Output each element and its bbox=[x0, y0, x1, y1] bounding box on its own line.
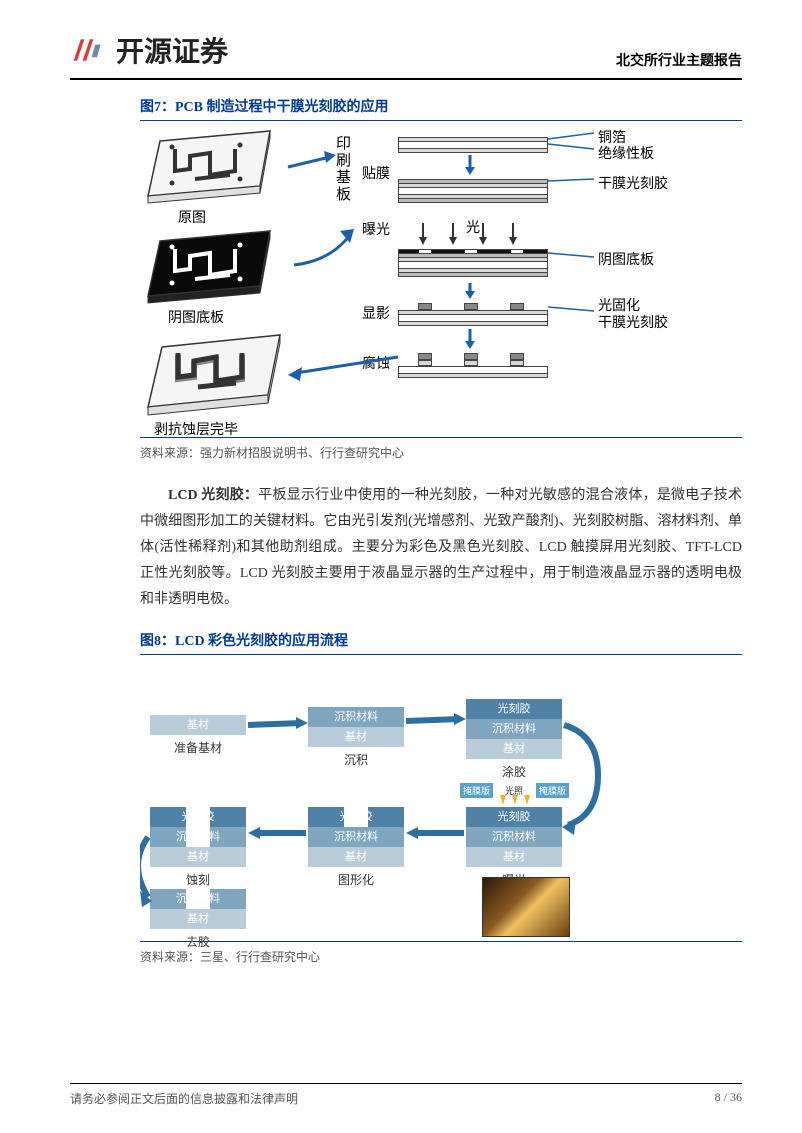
fig8-light-arrow-2 bbox=[512, 795, 518, 805]
fig7-lbl-negative: 阴图底板 bbox=[168, 307, 224, 327]
fig7-finished-board bbox=[140, 335, 290, 422]
fig8-light-arrow-1 bbox=[500, 795, 506, 805]
fig8-node-pattern: 光刻胶 沉积材料 基材 图形化 bbox=[308, 807, 404, 888]
fig8-mini-mask2: 掩膜版 bbox=[536, 783, 569, 798]
fig7-lbl-original: 原图 bbox=[178, 207, 206, 227]
fig7-stack-film2 bbox=[398, 179, 548, 202]
fig8-light-arrow-3 bbox=[524, 795, 530, 805]
footer-page: 8 / 36 bbox=[715, 1090, 742, 1107]
company-name: 开源证券 bbox=[116, 30, 228, 70]
fig7-lbl-finished: 剥抗蚀层完毕 bbox=[154, 419, 238, 439]
fig8-node-deposit: 沉积材料 基材 沉积 bbox=[308, 707, 404, 768]
fig7-negative-board bbox=[140, 231, 280, 308]
company-logo-icon bbox=[70, 32, 106, 68]
fig7-down-3 bbox=[460, 329, 480, 351]
fig7-stack-etch bbox=[398, 353, 548, 377]
fig7-down-1 bbox=[460, 155, 480, 177]
fig7-lbl-light: 光 bbox=[466, 217, 480, 237]
figure-7-title: 图7：PCB 制造过程中干膜光刻胶的应用 bbox=[140, 92, 742, 121]
fig7-return-arrow bbox=[280, 341, 410, 401]
paragraph-lead: LCD 光刻胶： bbox=[168, 488, 258, 503]
figure-8: 基材 准备基材 沉积材料 基材 沉积 光刻胶 沉积材料 基材 涂胶 光刻胶 沉积… bbox=[140, 665, 742, 935]
footer-disclaimer: 请务必参阅正文后面的信息披露和法律声明 bbox=[70, 1090, 298, 1107]
fig7-lbl-cured: 光固化 干膜光刻胶 bbox=[598, 299, 668, 333]
logo-block: 开源证券 bbox=[70, 30, 228, 70]
page-footer: 请务必参阅正文后面的信息披露和法律声明 8 / 36 bbox=[70, 1083, 742, 1107]
fig8-node-coat: 光刻胶 沉积材料 基材 涂胶 bbox=[466, 699, 562, 780]
fig7-lbl-dryfilm: 干膜光刻胶 bbox=[598, 173, 668, 193]
figure-7: 原图 阴图底板 bbox=[140, 131, 742, 431]
paragraph-body: 平板显示行业中使用的一种光刻胶，一种对光敏感的混合液体，是微电子技术中微细图形加… bbox=[140, 488, 742, 607]
fig7-original-board bbox=[140, 131, 280, 208]
fig8-node-prep: 基材 准备基材 bbox=[150, 715, 246, 756]
fig8-mini-mask1: 掩膜版 bbox=[460, 783, 493, 798]
fig7-lbl-negplate: 阴图底板 bbox=[598, 249, 654, 269]
fig7-lbl-insulator: 绝缘性板 bbox=[598, 143, 654, 163]
fig7-stack-dev bbox=[398, 303, 548, 325]
fig7-stack-film bbox=[398, 137, 548, 152]
paragraph-lcd: LCD 光刻胶：平板显示行业中使用的一种光刻胶，一种对光敏感的混合液体，是微电子… bbox=[140, 483, 742, 612]
figure-8-title: 图8：LCD 彩色光刻胶的应用流程 bbox=[140, 626, 742, 655]
fig8-photo bbox=[482, 877, 570, 937]
fig8-node-etch: 光刻胶 沉积材料 基材 蚀刻 bbox=[150, 807, 246, 888]
fig7-stack-expose bbox=[398, 249, 548, 276]
page-header: 开源证券 北交所行业主题报告 bbox=[70, 30, 742, 80]
fig8-node-strip: 沉积材料 基材 去胶 bbox=[150, 889, 246, 950]
figure-7-source: 资料来源：强力新材招股说明书、行行查研究中心 bbox=[140, 437, 742, 461]
fig7-down-2 bbox=[460, 283, 480, 301]
report-type: 北交所行业主题报告 bbox=[616, 50, 742, 70]
fig8-node-expose: 光刻胶 沉积材料 基材 曝光 bbox=[466, 807, 562, 888]
